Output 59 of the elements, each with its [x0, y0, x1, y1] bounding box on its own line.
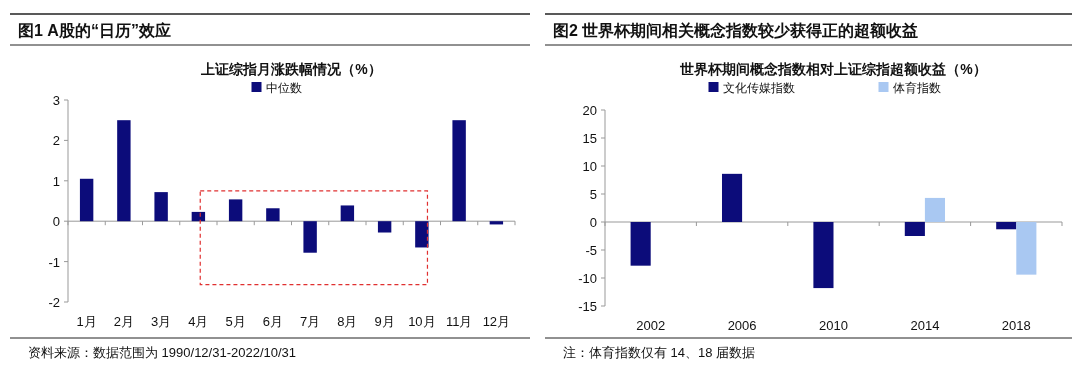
- y-tick-label: 3: [52, 93, 60, 108]
- y-tick-label: 2: [52, 133, 60, 149]
- bar: [996, 222, 1017, 230]
- y-tick-label: 15: [582, 131, 597, 146]
- bar: [228, 199, 243, 222]
- bar: [303, 221, 317, 253]
- x-tick-label: 9月: [374, 314, 395, 329]
- x-tick-label: 2014: [910, 318, 940, 333]
- text: 注：体育指数仅有 14、18 届数据: [563, 345, 756, 360]
- chart-subtitle: 世界杯期间概念指数相对上证综指超额收益（%）: [679, 61, 987, 77]
- legend-label: 文化传媒指数: [722, 81, 795, 95]
- x-tick-label: 8月: [337, 314, 358, 329]
- bar: [377, 221, 392, 233]
- x-tick-label: 6月: [262, 314, 283, 329]
- text: 资料来源：数据范围为 1990/12/31-2022/10/31: [28, 345, 297, 360]
- bar: [79, 178, 94, 222]
- y-tick-label: -2: [48, 295, 60, 310]
- x-tick-label: 2018: [1001, 318, 1031, 333]
- bar: [813, 222, 834, 289]
- legend-label: 体育指数: [892, 81, 941, 95]
- chart-title: 图1 A股的“日历”效应: [18, 21, 171, 39]
- chart-subtitle: 上证综指月涨跌幅情况（%）: [200, 61, 382, 77]
- chart-title: 图2 世界杯期间相关概念指数较少获得正的超额收益: [553, 22, 919, 39]
- bar: [191, 211, 206, 222]
- y-tick-label: -15: [578, 299, 597, 314]
- bar: [721, 173, 743, 222]
- bar: [415, 221, 429, 248]
- bar: [266, 208, 280, 222]
- x-tick-label: 2010: [819, 318, 848, 333]
- bar: [489, 221, 504, 225]
- x-tick-label: 3月: [151, 314, 172, 329]
- x-tick-label: 2002: [636, 318, 666, 333]
- y-tick-label: -1: [48, 254, 60, 270]
- x-tick-label: 7月: [300, 314, 321, 329]
- bar: [154, 192, 168, 222]
- x-tick-label: 11月: [445, 314, 473, 329]
- x-tick-label: 5月: [225, 314, 246, 329]
- bar: [904, 222, 925, 236]
- x-tick-label: 12月: [482, 314, 511, 329]
- y-tick-label: -10: [578, 271, 597, 286]
- x-tick-label: 2006: [727, 318, 757, 333]
- bar: [1016, 222, 1037, 275]
- y-tick-label: -5: [585, 243, 597, 258]
- y-tick-label: 1: [52, 173, 60, 189]
- bar: [117, 120, 131, 222]
- bar: [452, 120, 466, 222]
- bar: [630, 222, 651, 266]
- y-tick-label: 5: [589, 187, 597, 202]
- x-tick-label: 4月: [188, 314, 209, 329]
- x-tick-label: 1月: [76, 314, 97, 329]
- x-tick-label: 10月: [408, 314, 436, 329]
- bar: [924, 197, 946, 222]
- x-tick-label: 2月: [113, 314, 134, 329]
- y-tick-label: 10: [582, 159, 597, 174]
- y-tick-label: 0: [589, 215, 597, 230]
- y-tick-label: 0: [52, 214, 60, 230]
- bar: [340, 205, 355, 222]
- y-tick-label: 20: [582, 103, 597, 118]
- legend-label: 中位数: [265, 81, 302, 95]
